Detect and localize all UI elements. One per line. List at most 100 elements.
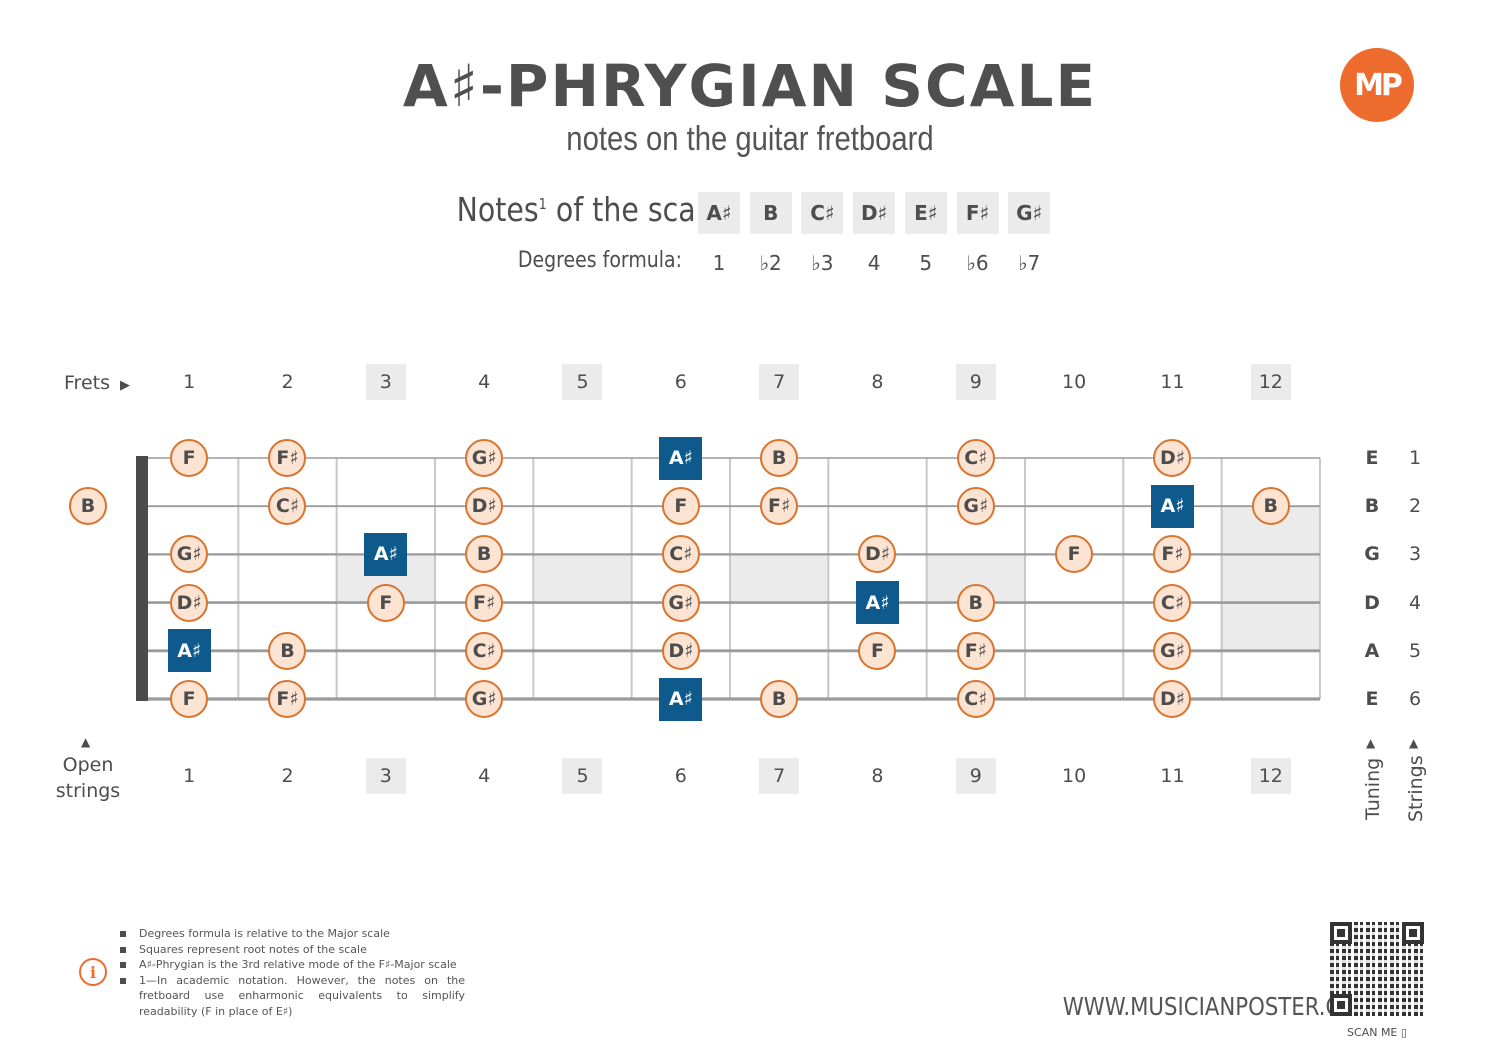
fret-number: 10 [1062,765,1087,787]
note-marker: F♯ [268,680,307,718]
scale-note-chip: C♯ [801,192,844,234]
note-marker: G♯ [465,680,504,718]
fret-number: 4 [478,371,491,393]
note-marker: F [858,631,897,670]
string-tuning: E [1365,447,1379,469]
footnote-item: A♯-Phrygian is the 3rd relative mode of … [120,957,465,973]
fret-number: 8 [871,765,884,787]
fret-inlay [729,554,829,603]
strings-label: Strings [1405,755,1427,822]
note-marker: D♯ [1153,680,1192,718]
note-marker: B [268,631,307,670]
footnote-item: 1—In academic notation. However, the not… [120,973,465,1020]
note-marker: B [465,535,504,574]
note-marker: F [661,487,700,526]
degrees-formula-label: Degrees formula: [517,248,682,273]
scale-note-chip: B [749,192,792,234]
fret-number: 12 [1250,364,1291,400]
note-marker: F♯ [1153,535,1192,574]
note-marker: G♯ [465,439,504,477]
footnote-item: Degrees formula is relative to the Major… [120,926,465,942]
arrow-right-icon: ▶ [120,378,131,393]
note-marker: F♯ [465,583,504,622]
string-tuning: A [1364,639,1380,662]
fret-number: 9 [955,758,996,794]
qr-finder-top-right [1402,922,1424,944]
arrow-up-icon: ▲ [1366,736,1376,750]
fret-number: 11 [1160,371,1185,393]
fret-number: 8 [871,371,884,393]
nut [136,456,148,701]
string-number: 4 [1408,591,1422,614]
root-note-marker: A♯ [1150,484,1194,528]
note-marker: B [956,583,995,622]
note-marker: F [366,583,405,622]
qr-code[interactable] [1330,922,1424,1016]
fret-number: 2 [281,765,294,787]
string-tuning: D [1364,591,1380,614]
fret-number: 5 [562,758,603,794]
scale-degree: ♭2 [759,251,782,275]
string-number: 3 [1408,543,1422,566]
open-label-line1: Open [62,754,114,776]
fret-number: 6 [674,765,687,787]
frets-label-text: Frets [64,372,110,394]
page-title: A♯-PHRYGIAN SCALE [402,52,1098,120]
scale-note-chip: D♯ [853,192,896,234]
root-note-marker: A♯ [659,677,703,721]
fret-number: 6 [674,371,687,393]
logo: MP [1340,48,1414,122]
open-strings-label: Open strings [52,752,124,804]
scale-note-chip: A♯ [698,192,740,234]
scale-note-chip: G♯ [1008,192,1051,234]
note-marker: C♯ [956,439,995,477]
root-note-marker: A♯ [364,532,408,576]
note-marker: G♯ [956,487,995,526]
fret-number: 7 [759,364,800,400]
note-marker: F♯ [760,487,799,526]
string-number: 6 [1408,688,1422,710]
note-marker: D♯ [170,583,209,622]
note-marker: C♯ [268,487,307,526]
notes-label-word: Notes [456,190,539,229]
scale-note-chip: F♯ [956,192,999,234]
fret-number: 9 [955,364,996,400]
note-marker: B [69,487,107,526]
scale-note-chip: E♯ [904,192,947,234]
fret-number: 3 [365,758,406,794]
scan-me-text: SCAN ME [1347,1026,1398,1039]
note-marker: B [760,680,799,718]
fret-number: 12 [1250,758,1291,794]
info-icon: i [79,958,107,986]
scale-degree: 4 [867,251,881,275]
root-note-marker: A♯ [167,629,211,673]
note-marker: C♯ [465,631,504,670]
footnotes: Degrees formula is relative to the Major… [120,926,465,1019]
tuning-label: Tuning [1362,757,1384,820]
note-marker: F♯ [956,631,995,670]
note-marker: C♯ [661,535,700,574]
scale-degree: 1 [712,251,726,275]
note-marker: D♯ [465,487,504,526]
string-number: 5 [1408,639,1422,662]
note-marker: G♯ [1153,631,1192,670]
arrow-up-icon: ▲ [81,735,91,749]
website-link[interactable]: WWW.MUSICIANPOSTER.COM [1062,992,1376,1021]
footnote-item: Squares represent root notes of the scal… [120,942,465,958]
fret-number: 3 [365,364,406,400]
note-marker: F [1055,535,1094,574]
fret-number: 2 [281,371,294,393]
note-marker: B [1251,487,1290,526]
string-tuning: B [1364,495,1380,518]
string-tuning: E [1365,688,1379,710]
note-marker: B [760,439,799,477]
scan-me-label: SCAN ME ▯ [1330,1026,1424,1039]
fret-number: 1 [183,371,196,393]
note-marker: D♯ [1153,439,1192,477]
scale-degree: ♭7 [1018,251,1041,275]
note-marker: G♯ [170,535,209,574]
note-marker: C♯ [1153,583,1192,622]
arrow-up-icon: ▲ [1409,736,1419,750]
fret-number: 1 [183,765,196,787]
